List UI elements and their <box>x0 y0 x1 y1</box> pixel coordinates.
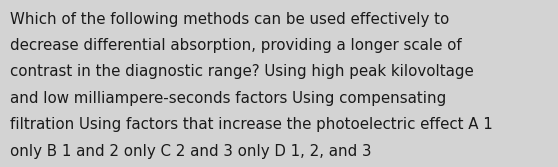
Text: filtration Using factors that increase the photoelectric effect A 1: filtration Using factors that increase t… <box>10 117 493 132</box>
Text: decrease differential absorption, providing a longer scale of: decrease differential absorption, provid… <box>10 38 462 53</box>
Text: only B 1 and 2 only C 2 and 3 only D 1, 2, and 3: only B 1 and 2 only C 2 and 3 only D 1, … <box>10 144 372 159</box>
Text: contrast in the diagnostic range? Using high peak kilovoltage: contrast in the diagnostic range? Using … <box>10 64 474 79</box>
Text: Which of the following methods can be used effectively to: Which of the following methods can be us… <box>10 12 449 27</box>
Text: and low milliampere-seconds factors Using compensating: and low milliampere-seconds factors Usin… <box>10 91 446 106</box>
